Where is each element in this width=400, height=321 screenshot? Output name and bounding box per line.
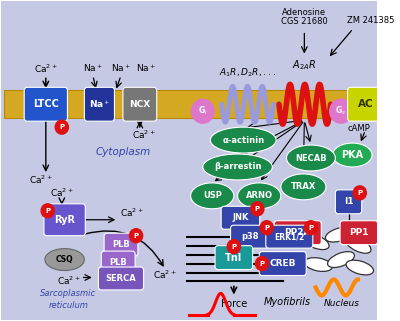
Circle shape: [55, 120, 68, 134]
Text: CREB: CREB: [270, 259, 296, 268]
FancyBboxPatch shape: [104, 233, 138, 256]
Ellipse shape: [45, 249, 84, 271]
Text: P: P: [45, 208, 50, 214]
Text: RyR: RyR: [54, 215, 75, 225]
Text: Myofibrils: Myofibrils: [264, 297, 311, 308]
Text: PP2A: PP2A: [284, 228, 311, 237]
Circle shape: [353, 186, 366, 200]
Text: PLB: PLB: [112, 240, 130, 249]
Text: NCX: NCX: [129, 100, 150, 109]
Text: CGS 21680: CGS 21680: [281, 17, 328, 26]
Text: P: P: [308, 225, 314, 231]
Circle shape: [330, 99, 352, 123]
Text: cAMP: cAMP: [347, 124, 370, 133]
Text: Nucleus: Nucleus: [324, 299, 360, 308]
Text: CSQ: CSQ: [56, 255, 74, 264]
Circle shape: [260, 221, 273, 235]
Text: ZM 241385: ZM 241385: [347, 16, 394, 25]
Text: $A_1R, D_2R,...$: $A_1R, D_2R,...$: [220, 66, 276, 79]
FancyBboxPatch shape: [230, 225, 269, 248]
Text: Ca$^{2+}$: Ca$^{2+}$: [120, 207, 144, 219]
Text: P: P: [59, 124, 64, 130]
Text: ARNO: ARNO: [246, 191, 273, 200]
Text: P: P: [357, 190, 362, 196]
Ellipse shape: [302, 234, 329, 250]
Text: Ca$^{2+}$: Ca$^{2+}$: [34, 62, 58, 74]
Text: TnI: TnI: [225, 253, 242, 263]
Text: I1: I1: [344, 197, 353, 206]
Ellipse shape: [346, 260, 374, 275]
FancyBboxPatch shape: [274, 221, 321, 245]
Text: NECAB: NECAB: [295, 153, 327, 162]
Ellipse shape: [304, 258, 332, 272]
FancyBboxPatch shape: [84, 87, 114, 121]
FancyBboxPatch shape: [335, 190, 362, 214]
Text: Na$^+$: Na$^+$: [111, 63, 131, 74]
Ellipse shape: [286, 145, 335, 171]
Text: Force: Force: [221, 299, 247, 309]
Ellipse shape: [332, 143, 372, 167]
FancyBboxPatch shape: [215, 246, 253, 270]
Ellipse shape: [345, 236, 371, 253]
Text: $A_{2A}R$: $A_{2A}R$: [292, 58, 316, 72]
Text: P: P: [134, 233, 139, 239]
Text: PP1: PP1: [349, 228, 369, 237]
Text: Ca$^{2+}$: Ca$^{2+}$: [132, 129, 156, 141]
Text: SERCA: SERCA: [106, 274, 136, 283]
FancyBboxPatch shape: [340, 221, 378, 245]
FancyBboxPatch shape: [4, 90, 373, 118]
Text: Ca$^{2+}$: Ca$^{2+}$: [50, 187, 74, 199]
Text: TRAX: TRAX: [291, 182, 316, 191]
Text: Ca$^{2+}$: Ca$^{2+}$: [153, 268, 177, 281]
FancyBboxPatch shape: [0, 0, 380, 321]
FancyBboxPatch shape: [221, 206, 260, 229]
Text: JNK: JNK: [232, 213, 249, 222]
Text: G$_s$: G$_s$: [336, 105, 346, 117]
Text: G$_i$: G$_i$: [198, 105, 208, 117]
Text: p38: p38: [241, 232, 258, 241]
Ellipse shape: [238, 183, 281, 209]
Text: Ca$^{2+}$: Ca$^{2+}$: [56, 274, 80, 287]
Text: Na$^+$: Na$^+$: [89, 99, 110, 110]
Ellipse shape: [281, 174, 326, 200]
Text: Ca$^{2+}$: Ca$^{2+}$: [29, 174, 53, 186]
FancyBboxPatch shape: [44, 204, 85, 236]
Text: LTCC: LTCC: [33, 99, 59, 109]
FancyBboxPatch shape: [123, 87, 157, 121]
Circle shape: [256, 256, 269, 271]
FancyBboxPatch shape: [348, 87, 383, 121]
Text: α-actinin: α-actinin: [222, 135, 264, 144]
Text: P: P: [255, 206, 260, 212]
Circle shape: [41, 204, 54, 218]
Text: PKA: PKA: [341, 150, 363, 160]
Ellipse shape: [328, 252, 354, 267]
Ellipse shape: [326, 227, 353, 242]
Ellipse shape: [210, 127, 276, 153]
Text: USP: USP: [203, 191, 222, 200]
Text: β-arrestin: β-arrestin: [214, 162, 261, 171]
Text: P: P: [260, 261, 265, 266]
Circle shape: [192, 99, 214, 123]
Text: Cytoplasm: Cytoplasm: [95, 147, 150, 157]
Text: Sarcoplasmic
reticulum: Sarcoplasmic reticulum: [40, 289, 96, 310]
Circle shape: [251, 202, 264, 216]
Ellipse shape: [190, 183, 234, 209]
FancyBboxPatch shape: [101, 251, 135, 274]
Circle shape: [130, 229, 143, 243]
FancyBboxPatch shape: [259, 252, 306, 275]
FancyBboxPatch shape: [266, 225, 313, 248]
Ellipse shape: [203, 154, 272, 180]
Text: P: P: [264, 225, 269, 231]
Text: ERK1/2: ERK1/2: [274, 232, 304, 241]
Text: PLB: PLB: [109, 258, 127, 267]
Circle shape: [304, 221, 318, 235]
FancyBboxPatch shape: [98, 267, 144, 290]
Text: AC: AC: [358, 99, 373, 109]
Text: Na$^+$: Na$^+$: [83, 63, 103, 74]
Circle shape: [227, 240, 240, 254]
FancyBboxPatch shape: [24, 87, 68, 121]
Text: P: P: [231, 244, 236, 250]
Text: Adenosine: Adenosine: [282, 8, 326, 17]
Text: Na$^+$: Na$^+$: [136, 63, 156, 74]
